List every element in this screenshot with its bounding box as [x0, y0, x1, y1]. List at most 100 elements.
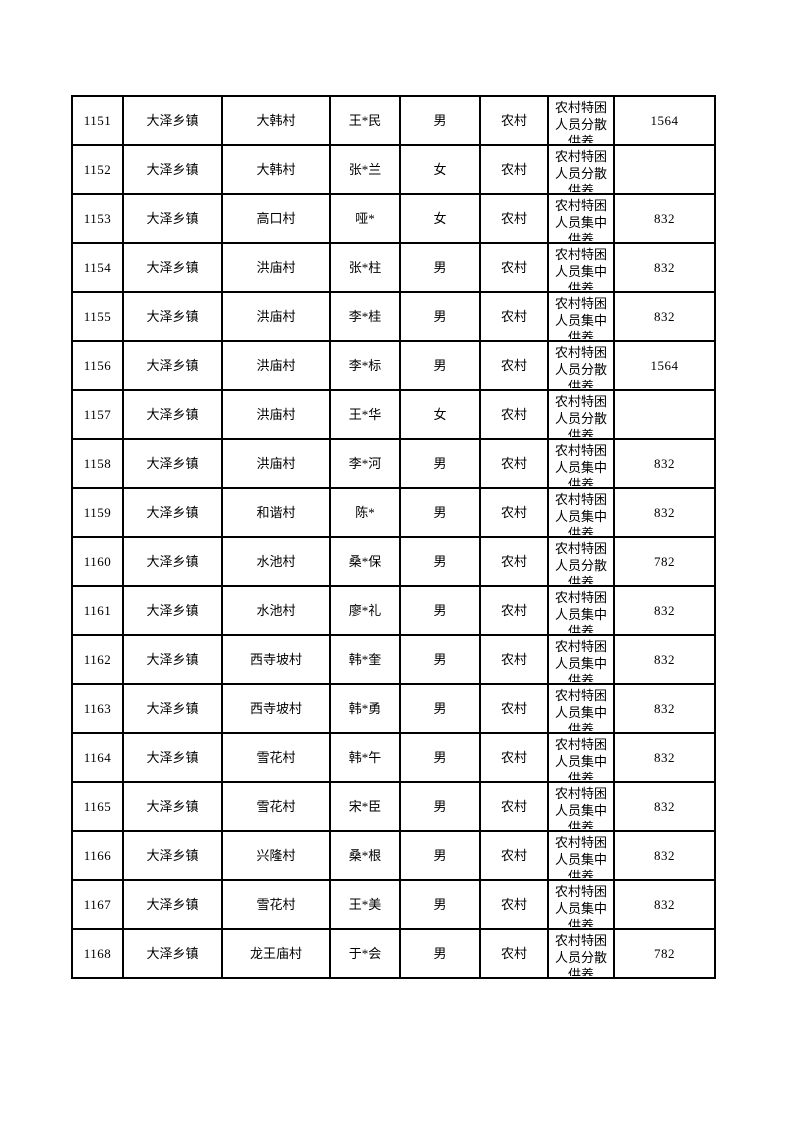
cell-support-type: 农村特困人员分散供养: [547, 928, 615, 979]
cell-village: 西寺坡村: [221, 683, 331, 734]
cell-area-type: 农村: [479, 340, 549, 391]
cell-support-type: 农村特困人员分散供养: [547, 340, 615, 391]
cell-gender: 男: [399, 340, 481, 391]
support-type-text: 农村特困人员集中供养: [554, 884, 607, 927]
cell-town: 大泽乡镇: [122, 830, 223, 881]
table-row: 1159 大泽乡镇 和谐村 陈* 男 农村 农村特困人员集中供养 832: [71, 487, 716, 538]
cell-support-type: 农村特困人员分散供养: [547, 536, 615, 587]
cell-town: 大泽乡镇: [122, 193, 223, 244]
cell-area-type: 农村: [479, 781, 549, 832]
cell-area-type: 农村: [479, 634, 549, 685]
cell-serial-number: 1164: [71, 732, 124, 783]
cell-amount: 832: [613, 487, 716, 538]
cell-amount: 832: [613, 830, 716, 881]
cell-gender: 女: [399, 144, 481, 195]
cell-support-type: 农村特困人员集中供养: [547, 830, 615, 881]
cell-amount: 1564: [613, 340, 716, 391]
cell-gender: 男: [399, 242, 481, 293]
table-row: 1161 大泽乡镇 水池村 廖*礼 男 农村 农村特困人员集中供养 832: [71, 585, 716, 636]
cell-serial-number: 1166: [71, 830, 124, 881]
table-row: 1168 大泽乡镇 龙王庙村 于*会 男 农村 农村特困人员分散供养 782: [71, 928, 716, 979]
cell-support-type: 农村特困人员集中供养: [547, 683, 615, 734]
table-row: 1160 大泽乡镇 水池村 桑*保 男 农村 农村特困人员分散供养 782: [71, 536, 716, 587]
cell-amount: 832: [613, 585, 716, 636]
cell-area-type: 农村: [479, 830, 549, 881]
cell-serial-number: 1163: [71, 683, 124, 734]
cell-serial-number: 1167: [71, 879, 124, 930]
support-type-text: 农村特困人员分散供养: [554, 100, 607, 143]
cell-support-type: 农村特困人员集中供养: [547, 487, 615, 538]
cell-amount: 832: [613, 438, 716, 489]
support-type-text: 农村特困人员分散供养: [554, 345, 607, 388]
cell-gender: 男: [399, 438, 481, 489]
cell-area-type: 农村: [479, 291, 549, 342]
cell-support-type: 农村特困人员集中供养: [547, 781, 615, 832]
cell-support-type: 农村特困人员集中供养: [547, 193, 615, 244]
cell-town: 大泽乡镇: [122, 242, 223, 293]
table-row: 1151 大泽乡镇 大韩村 王*民 男 农村 农村特困人员分散供养 1564: [71, 95, 716, 146]
cell-gender: 女: [399, 389, 481, 440]
cell-area-type: 农村: [479, 879, 549, 930]
cell-area-type: 农村: [479, 389, 549, 440]
cell-serial-number: 1155: [71, 291, 124, 342]
cell-village: 龙王庙村: [221, 928, 331, 979]
cell-person-name: 宋*臣: [329, 781, 401, 832]
cell-gender: 男: [399, 487, 481, 538]
cell-town: 大泽乡镇: [122, 144, 223, 195]
cell-town: 大泽乡镇: [122, 585, 223, 636]
table-row: 1152 大泽乡镇 大韩村 张*兰 女 农村 农村特困人员分散供养: [71, 144, 716, 195]
cell-amount: 832: [613, 634, 716, 685]
cell-person-name: 廖*礼: [329, 585, 401, 636]
support-type-text: 农村特困人员集中供养: [554, 296, 607, 339]
cell-support-type: 农村特困人员集中供养: [547, 242, 615, 293]
cell-village: 和谐村: [221, 487, 331, 538]
cell-town: 大泽乡镇: [122, 389, 223, 440]
cell-support-type: 农村特困人员集中供养: [547, 634, 615, 685]
cell-amount: 832: [613, 879, 716, 930]
table-body: 1151 大泽乡镇 大韩村 王*民 男 农村 农村特困人员分散供养 1564 1…: [71, 95, 716, 979]
cell-town: 大泽乡镇: [122, 291, 223, 342]
table-row: 1166 大泽乡镇 兴隆村 桑*根 男 农村 农村特困人员集中供养 832: [71, 830, 716, 881]
cell-area-type: 农村: [479, 438, 549, 489]
cell-support-type: 农村特困人员集中供养: [547, 732, 615, 783]
cell-person-name: 韩*勇: [329, 683, 401, 734]
cell-village: 雪花村: [221, 781, 331, 832]
cell-amount: 782: [613, 536, 716, 587]
cell-area-type: 农村: [479, 242, 549, 293]
cell-area-type: 农村: [479, 928, 549, 979]
cell-serial-number: 1159: [71, 487, 124, 538]
cell-support-type: 农村特困人员集中供养: [547, 438, 615, 489]
cell-person-name: 哑*: [329, 193, 401, 244]
cell-gender: 男: [399, 536, 481, 587]
table-row: 1167 大泽乡镇 雪花村 王*美 男 农村 农村特困人员集中供养 832: [71, 879, 716, 930]
cell-gender: 男: [399, 879, 481, 930]
cell-town: 大泽乡镇: [122, 438, 223, 489]
cell-gender: 男: [399, 830, 481, 881]
cell-support-type: 农村特困人员集中供养: [547, 291, 615, 342]
cell-amount: 832: [613, 732, 716, 783]
cell-gender: 男: [399, 95, 481, 146]
cell-town: 大泽乡镇: [122, 879, 223, 930]
table-row: 1155 大泽乡镇 洪庙村 李*桂 男 农村 农村特困人员集中供养 832: [71, 291, 716, 342]
support-type-text: 农村特困人员集中供养: [554, 443, 607, 486]
cell-town: 大泽乡镇: [122, 781, 223, 832]
cell-area-type: 农村: [479, 144, 549, 195]
cell-support-type: 农村特困人员集中供养: [547, 585, 615, 636]
cell-village: 雪花村: [221, 732, 331, 783]
cell-person-name: 王*民: [329, 95, 401, 146]
cell-support-type: 农村特困人员分散供养: [547, 95, 615, 146]
cell-gender: 男: [399, 585, 481, 636]
cell-amount: 832: [613, 683, 716, 734]
support-type-text: 农村特困人员集中供养: [554, 492, 607, 535]
table-row: 1158 大泽乡镇 洪庙村 李*河 男 农村 农村特困人员集中供养 832: [71, 438, 716, 489]
cell-amount: [613, 144, 716, 195]
table-row: 1162 大泽乡镇 西寺坡村 韩*奎 男 农村 农村特困人员集中供养 832: [71, 634, 716, 685]
support-type-text: 农村特困人员分散供养: [554, 541, 607, 584]
table-row: 1153 大泽乡镇 高口村 哑* 女 农村 农村特困人员集中供养 832: [71, 193, 716, 244]
table-row: 1164 大泽乡镇 雪花村 韩*午 男 农村 农村特困人员集中供养 832: [71, 732, 716, 783]
table-row: 1156 大泽乡镇 洪庙村 李*标 男 农村 农村特困人员分散供养 1564: [71, 340, 716, 391]
cell-town: 大泽乡镇: [122, 634, 223, 685]
cell-serial-number: 1154: [71, 242, 124, 293]
cell-village: 洪庙村: [221, 242, 331, 293]
table-row: 1157 大泽乡镇 洪庙村 王*华 女 农村 农村特困人员分散供养: [71, 389, 716, 440]
